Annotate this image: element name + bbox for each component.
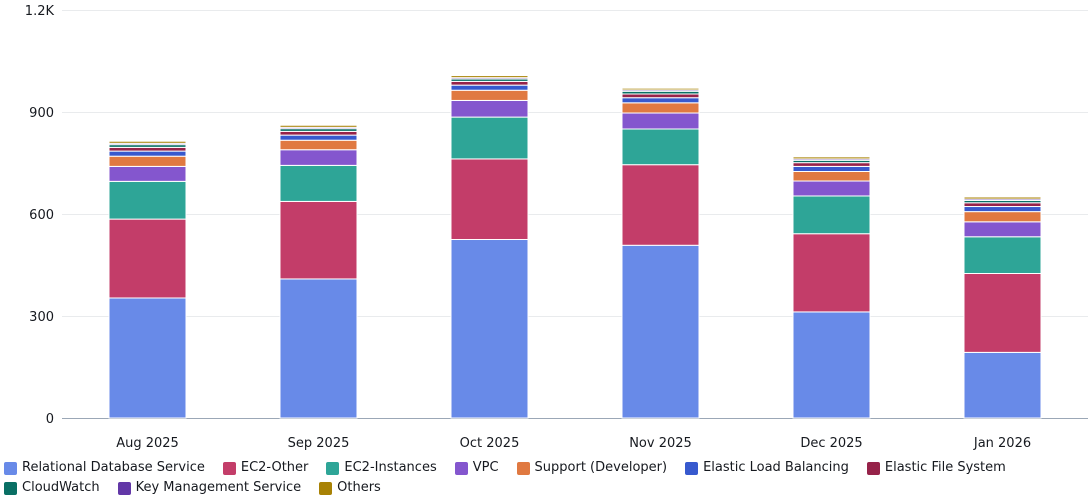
legend-item[interactable]: CloudWatch <box>4 480 100 496</box>
bar-segment-ec2-instances[interactable] <box>279 164 358 202</box>
legend-swatch <box>222 461 236 475</box>
legend-swatch <box>516 461 530 475</box>
x-tick-label: Jan 2026 <box>973 436 1031 451</box>
legend-swatch <box>4 461 17 475</box>
bar-segment-elastic-file-system[interactable] <box>963 202 1042 208</box>
legend-item[interactable]: Key Management Service <box>117 480 302 496</box>
bar-stack-sep-2025[interactable] <box>279 124 358 419</box>
legend-item[interactable]: EC2-Instances <box>326 460 437 476</box>
bar-segment-vpc[interactable] <box>963 221 1042 238</box>
bar-stack-aug-2025[interactable] <box>108 140 187 419</box>
legend-label: Elastic Load Balancing <box>703 460 849 475</box>
legend-item[interactable]: Elastic File System <box>866 460 1006 476</box>
bar-segment-elastic-load-balancing[interactable] <box>621 97 700 104</box>
legend-swatch <box>319 481 333 495</box>
chart-legend: Relational Database Service EC2-Other EC2-… <box>4 460 1088 496</box>
bar-segment-vpc[interactable] <box>792 180 871 197</box>
legend-swatch <box>454 461 468 475</box>
y-tick-label: 900 <box>29 106 54 121</box>
legend-swatch <box>117 481 131 495</box>
legend-item[interactable]: EC2-Other <box>222 460 309 476</box>
legend-swatch <box>866 461 880 475</box>
legend-swatch <box>685 461 699 475</box>
bar-stack-oct-2025[interactable] <box>450 75 529 419</box>
bar-segment-relational-database-service[interactable] <box>279 278 358 419</box>
bar-segment-others[interactable] <box>450 75 529 79</box>
bar-segment-elastic-file-system[interactable] <box>279 130 358 136</box>
legend-item[interactable]: VPC <box>454 460 499 476</box>
bar-segment-ec2-other[interactable] <box>108 218 187 299</box>
legend-item[interactable]: Relational Database Service <box>4 460 205 476</box>
bar-segment-support-developer[interactable] <box>792 171 871 182</box>
bar-segment-others[interactable] <box>279 124 358 128</box>
bar-segment-elastic-file-system[interactable] <box>450 80 529 86</box>
y-tick-label: 300 <box>29 310 54 325</box>
bar-segment-elastic-load-balancing[interactable] <box>792 165 871 172</box>
bar-segment-support-developer[interactable] <box>621 102 700 114</box>
bar-stack-dec-2025[interactable] <box>792 156 871 419</box>
x-tick-label: Dec 2025 <box>800 436 862 451</box>
bar-segment-ec2-other[interactable] <box>963 273 1042 353</box>
bar-stack-nov-2025[interactable] <box>621 87 700 419</box>
bar-segment-relational-database-service[interactable] <box>963 351 1042 419</box>
bar-segment-others[interactable] <box>963 196 1042 200</box>
bar-segment-relational-database-service[interactable] <box>621 244 700 419</box>
bar-segment-vpc[interactable] <box>621 112 700 130</box>
bar-segment-ec2-instances[interactable] <box>621 128 700 166</box>
bar-segment-support-developer[interactable] <box>279 139 358 151</box>
x-tick-label: Sep 2025 <box>288 436 350 451</box>
legend-label: VPC <box>472 460 499 475</box>
bar-segment-ec2-other[interactable] <box>450 158 529 240</box>
bar-segment-vpc[interactable] <box>450 99 529 118</box>
bar-segment-support-developer[interactable] <box>108 155 187 167</box>
bar-segment-support-developer[interactable] <box>450 89 529 101</box>
bar-segment-elastic-file-system[interactable] <box>792 162 871 167</box>
bar-segment-others[interactable] <box>108 140 187 144</box>
legend-item[interactable]: Others <box>319 480 381 496</box>
legend-swatch <box>4 481 17 495</box>
bar-segment-others[interactable] <box>621 87 700 91</box>
bar-stack-jan-2026[interactable] <box>963 196 1042 419</box>
bar-segment-elastic-file-system[interactable] <box>621 93 700 99</box>
x-tick-label: Oct 2025 <box>460 436 520 451</box>
bar-segment-ec2-other[interactable] <box>279 200 358 280</box>
legend-label: EC2-Instances <box>344 460 437 475</box>
bar-segment-elastic-load-balancing[interactable] <box>279 134 358 141</box>
bar-segment-others[interactable] <box>792 156 871 160</box>
legend-label: Relational Database Service <box>22 460 205 475</box>
legend-label: EC2-Other <box>240 460 309 475</box>
legend-label: Support (Developer) <box>534 460 668 475</box>
y-tick-label: 1.2K <box>25 4 55 19</box>
legend-label: Others <box>337 480 381 495</box>
bar-segment-ec2-other[interactable] <box>621 164 700 246</box>
x-tick-label: Nov 2025 <box>629 436 692 451</box>
bar-segment-ec2-instances[interactable] <box>792 195 871 235</box>
bar-segment-vpc[interactable] <box>279 149 358 166</box>
bar-segment-ec2-instances[interactable] <box>450 116 529 160</box>
bar-segment-relational-database-service[interactable] <box>792 311 871 419</box>
bar-segment-ec2-instances[interactable] <box>108 180 187 220</box>
legend-item[interactable]: Elastic Load Balancing <box>685 460 849 476</box>
bar-segment-relational-database-service[interactable] <box>450 239 529 419</box>
legend-label: CloudWatch <box>22 480 100 495</box>
legend-swatch <box>326 461 340 475</box>
bar-segment-ec2-other[interactable] <box>792 233 871 313</box>
bar-segment-elastic-file-system[interactable] <box>108 146 187 152</box>
legend-label: Key Management Service <box>135 480 302 495</box>
y-tick-label: 0 <box>46 412 54 427</box>
legend-item[interactable]: Support (Developer) <box>516 460 668 476</box>
bar-segment-elastic-load-balancing[interactable] <box>450 84 529 91</box>
bar-segment-relational-database-service[interactable] <box>108 297 187 419</box>
x-tick-label: Aug 2025 <box>116 436 179 451</box>
bar-segment-elastic-load-balancing[interactable] <box>963 206 1042 213</box>
stacked-bar-chart: 0 300 600 900 1.2K Aug 2025 Sep 2025 Oct 2025 No… <box>25 4 1088 451</box>
bar-segment-vpc[interactable] <box>108 165 187 182</box>
bar-segment-support-developer[interactable] <box>963 211 1042 223</box>
legend-label: Elastic File System <box>884 460 1006 475</box>
bar-segment-ec2-instances[interactable] <box>963 236 1042 274</box>
y-tick-label: 600 <box>29 208 54 223</box>
bar-segment-elastic-load-balancing[interactable] <box>108 150 187 157</box>
